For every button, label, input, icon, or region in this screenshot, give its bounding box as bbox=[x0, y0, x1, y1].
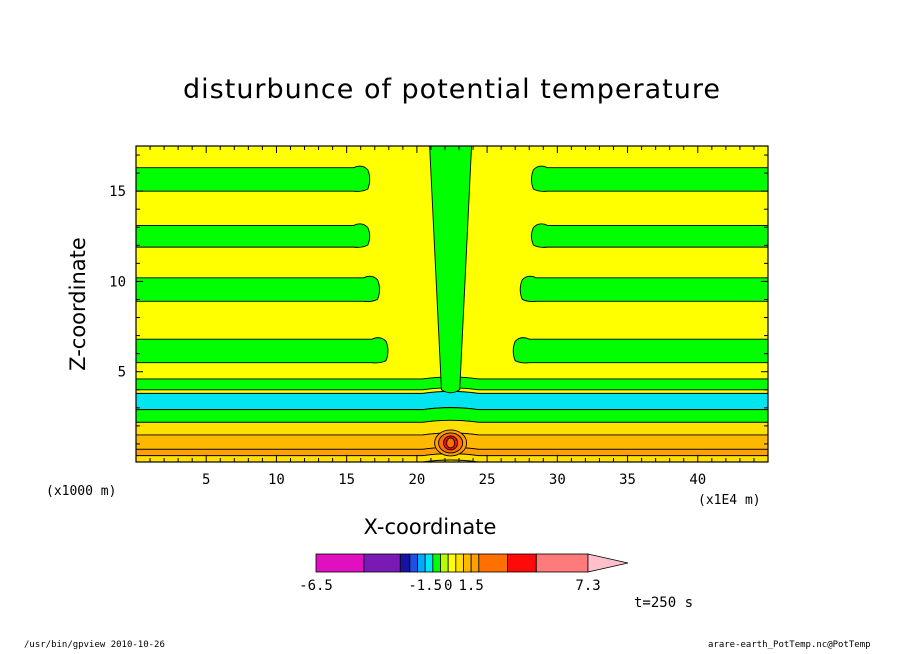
colorbar-bin-2 bbox=[399, 553, 411, 573]
colorbar-bin-5 bbox=[424, 553, 434, 573]
band-left-3 bbox=[136, 337, 389, 364]
x-tick-label-1: 10 bbox=[268, 472, 285, 488]
x-tick-label-6: 35 bbox=[619, 472, 636, 488]
chart-title: disturbunce of potential temperature bbox=[183, 74, 721, 105]
x-tick-label-3: 20 bbox=[408, 472, 425, 488]
plot-frame bbox=[135, 145, 769, 463]
colorbar-bin-14 bbox=[535, 553, 589, 573]
x-tick-label-2: 15 bbox=[338, 472, 355, 488]
colorbar-arrow bbox=[587, 553, 629, 573]
colorbar-label-3: 1.5 bbox=[459, 578, 484, 594]
colorbar-label-0: -6.5 bbox=[299, 578, 333, 594]
band-left-2 bbox=[136, 275, 381, 302]
band-right-1 bbox=[531, 223, 768, 248]
colorbar-bin-8 bbox=[447, 553, 457, 573]
band-10 bbox=[136, 453, 768, 462]
x-tick-label-4: 25 bbox=[479, 472, 496, 488]
colorbar-bin-6 bbox=[432, 553, 441, 573]
bubble-ring-3 bbox=[446, 437, 456, 449]
band-right-2 bbox=[519, 275, 768, 302]
x-axis-label: X-coordinate bbox=[363, 515, 497, 539]
x-tick-label-5: 30 bbox=[549, 472, 566, 488]
colorbar-bin-0 bbox=[315, 553, 365, 573]
footer-right: arare-earth_PotTemp.nc@PotTemp bbox=[708, 640, 871, 650]
colorbar-label-1: -1.5 bbox=[408, 578, 442, 594]
colorbar-bin-9 bbox=[455, 553, 464, 573]
colorbar-bin-1 bbox=[363, 553, 401, 573]
x-unit-note: (x1000 m) bbox=[46, 484, 117, 499]
footer-left: /usr/bin/gpview 2010-10-26 bbox=[24, 640, 165, 650]
colorbar-label-4: 7.3 bbox=[575, 578, 600, 594]
x-tick-label-0: 5 bbox=[202, 472, 210, 488]
band-right-3 bbox=[512, 337, 768, 364]
x-tick-label-7: 40 bbox=[689, 472, 706, 488]
colorbar-bin-3 bbox=[409, 553, 418, 573]
x-scale-note: (x1E4 m) bbox=[698, 493, 761, 508]
colorbar-label-2: 0 bbox=[444, 578, 452, 594]
colorbar-bin-10 bbox=[463, 553, 472, 573]
colorbar-bin-13 bbox=[507, 553, 537, 573]
colorbar-bin-11 bbox=[470, 553, 480, 573]
y-tick-label-0: 5 bbox=[118, 365, 126, 381]
time-label: t=250 s bbox=[634, 595, 694, 611]
band-left-0 bbox=[136, 165, 371, 192]
y-tick-label-1: 10 bbox=[109, 274, 126, 290]
plume bbox=[429, 146, 473, 394]
band-right-0 bbox=[531, 165, 768, 192]
colorbar-bin-7 bbox=[440, 553, 449, 573]
y-tick-label-2: 15 bbox=[109, 184, 126, 200]
y-axis-label: Z-coordinate bbox=[66, 237, 90, 371]
band-5 bbox=[136, 390, 768, 411]
colorbar-bin-4 bbox=[417, 553, 426, 573]
colorbar-bin-12 bbox=[478, 553, 508, 573]
band-left-1 bbox=[136, 223, 371, 248]
